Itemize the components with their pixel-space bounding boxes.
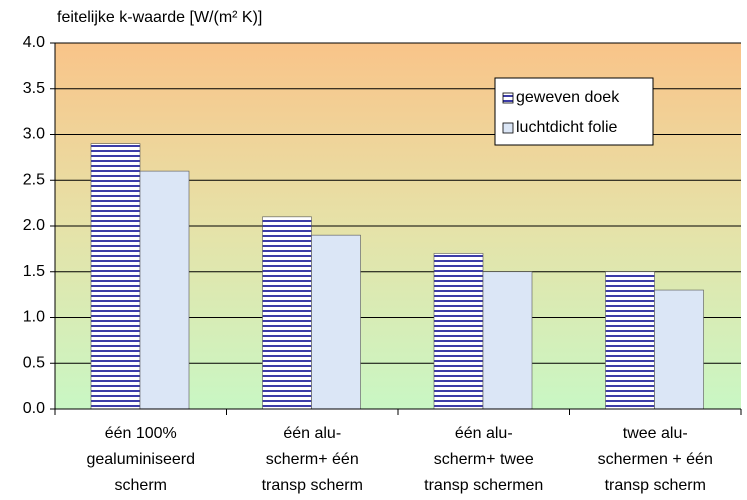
x-tick-label: scherm+ één xyxy=(266,451,359,468)
bar xyxy=(90,143,141,410)
bar xyxy=(433,253,484,410)
y-tick-label: 3.0 xyxy=(23,126,45,143)
legend-swatch xyxy=(502,122,514,134)
x-tick-label: gealuminiseerd xyxy=(86,451,195,468)
x-tick-label: transp schermen xyxy=(424,477,543,494)
y-tick-label: 2.0 xyxy=(23,217,45,234)
legend-box xyxy=(494,77,654,146)
y-tick-label: 0.5 xyxy=(23,354,45,371)
bar xyxy=(139,170,190,410)
x-tick-label: twee alu- xyxy=(623,425,688,442)
legend-label: luchtdicht folie xyxy=(516,119,617,136)
y-tick-label: 3.5 xyxy=(23,80,45,97)
y-tick-label: 2.5 xyxy=(23,171,45,188)
chart-title: feitelijke k-waarde [W/(m² K)] xyxy=(57,9,262,26)
y-tick-label: 0.0 xyxy=(23,400,45,417)
bar xyxy=(605,271,655,410)
legend-label: geweven doek xyxy=(516,89,620,106)
x-tick-label: schermen + één xyxy=(598,451,713,468)
bar xyxy=(654,289,704,410)
x-tick-label: transp scherm xyxy=(605,477,706,494)
bar xyxy=(482,271,533,410)
x-tick-label: transp scherm xyxy=(262,477,363,494)
legend-swatch xyxy=(502,92,514,104)
y-tick-label: 1.0 xyxy=(23,309,45,326)
y-tick-label: 4.0 xyxy=(23,34,45,51)
x-tick-label: één alu- xyxy=(283,425,341,442)
y-tick-label: 1.5 xyxy=(23,263,45,280)
bar xyxy=(262,216,312,410)
x-tick-label: één 100% xyxy=(105,425,177,442)
bar xyxy=(311,234,361,410)
x-tick-label: scherm+ twee xyxy=(434,451,534,468)
x-tick-label: scherm xyxy=(115,477,167,494)
x-tick-label: één alu- xyxy=(455,425,513,442)
